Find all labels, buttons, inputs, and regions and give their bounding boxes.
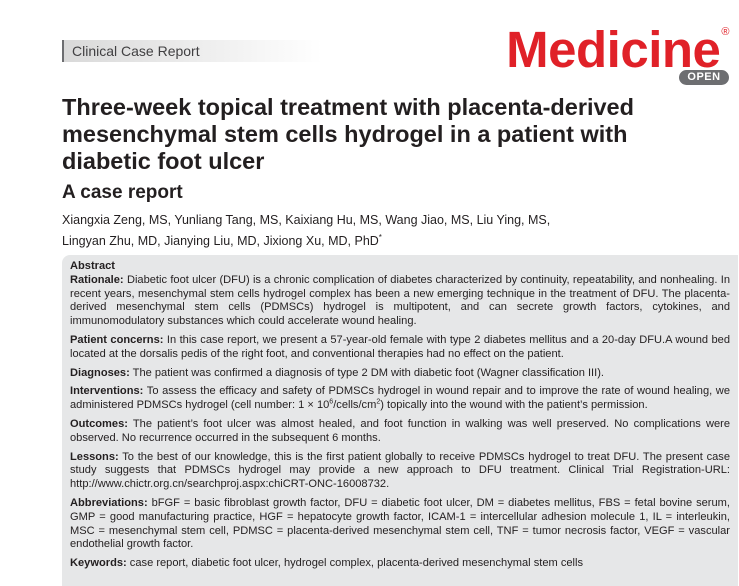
lessons-label: Lessons:	[70, 450, 119, 463]
rationale-text: Diabetic foot ulcer (DFU) is a chronic c…	[70, 273, 730, 328]
patient-concerns-label: Patient concerns:	[70, 333, 164, 346]
open-access-badge: OPEN	[679, 70, 729, 85]
abstract-abbreviations: Abbreviations: bFGF = basic fibroblast g…	[70, 497, 730, 552]
abstract-lessons: Lessons: To the best of our knowledge, t…	[70, 451, 730, 492]
abstract-interventions: Interventions: To assess the efficacy an…	[70, 385, 730, 413]
article-type-banner: Clinical Case Report	[62, 40, 322, 62]
outcomes-label: Outcomes:	[70, 417, 128, 430]
abstract-diagnoses: Diagnoses: The patient was confirmed a d…	[70, 367, 730, 381]
interventions-text-a: To assess the efficacy and safety of PDM…	[70, 385, 730, 412]
trademark-mark: ®	[721, 26, 729, 38]
keywords-text: case report, diabetic foot ulcer, hydrog…	[126, 557, 584, 570]
abstract-heading: Abstract	[70, 260, 116, 272]
interventions-exponent: 6	[329, 398, 334, 406]
interventions-text-b: /cells/cm	[333, 399, 377, 412]
lessons-text: To the best of our knowledge, this is th…	[70, 450, 730, 491]
diagnoses-label: Diagnoses:	[70, 366, 130, 379]
author-line-2: Lingyan Zhu, MD, Jianying Liu, MD, Jixio…	[62, 229, 722, 250]
rationale-label: Rationale:	[70, 273, 124, 286]
author-list: Xiangxia Zeng, MS, Yunliang Tang, MS, Ka…	[62, 212, 722, 250]
abstract-keywords: Keywords: case report, diabetic foot ulc…	[70, 557, 730, 571]
author-names: Lingyan Zhu, MD, Jianying Liu, MD, Jixio…	[62, 234, 379, 249]
article-title: Three-week topical treatment with placen…	[62, 94, 634, 174]
patient-concerns-text: In this case report, we present a 57-yea…	[70, 333, 730, 360]
abstract-outcomes: Outcomes: The patient’s foot ulcer was a…	[70, 418, 730, 446]
diagnoses-text: The patient was confirmed a diagnosis of…	[129, 366, 604, 379]
interventions-exponent-2: 2	[376, 398, 381, 406]
abbreviations-text: bFGF = basic fibroblast growth factor, D…	[70, 496, 730, 551]
interventions-text-c: ) topically into the wound with the pati…	[380, 399, 648, 412]
outcomes-text: The patient’s foot ulcer was almost heal…	[70, 417, 730, 444]
abstract-box: Abstract Rationale: Diabetic foot ulcer …	[62, 255, 738, 586]
journal-name: Medicine	[506, 21, 721, 78]
abstract-rationale: Rationale: Diabetic foot ulcer (DFU) is …	[70, 274, 730, 329]
open-access-label: OPEN	[687, 71, 721, 83]
article-subtitle: A case report	[62, 182, 183, 203]
keywords-label: Keywords:	[70, 557, 127, 570]
author-line-1: Xiangxia Zeng, MS, Yunliang Tang, MS, Ka…	[62, 213, 551, 227]
corresponding-author-mark: *	[378, 233, 382, 242]
interventions-label: Interventions:	[70, 385, 144, 398]
abstract-patient-concerns: Patient concerns: In this case report, w…	[70, 334, 730, 362]
article-type-label: Clinical Case Report	[72, 43, 200, 59]
journal-logo[interactable]: Medicine®	[506, 2, 729, 80]
abbreviations-label: Abbreviations:	[70, 496, 148, 509]
